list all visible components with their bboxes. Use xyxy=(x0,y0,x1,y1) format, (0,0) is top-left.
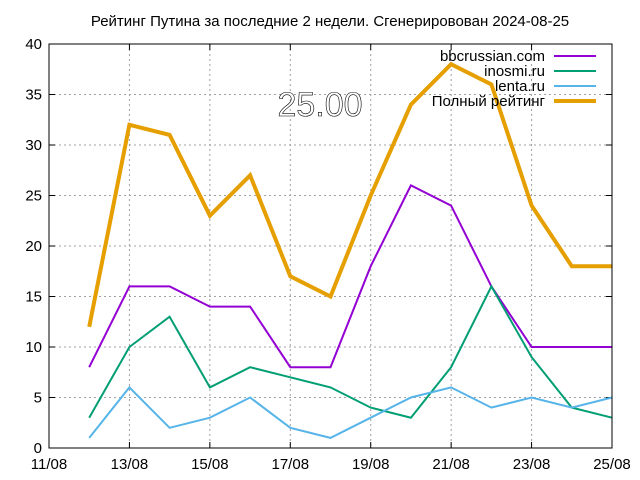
x-tick-label: 25/08 xyxy=(593,456,631,473)
x-tick-label: 15/08 xyxy=(191,456,229,473)
x-axis-ticks: 11/08 13/08 15/08 17/08 19/08 21/08 23/08 25/08 xyxy=(31,44,631,473)
series-line-lenta-ru xyxy=(88,385,613,439)
x-tick-label: 13/08 xyxy=(111,456,149,473)
y-tick-label: 35 xyxy=(25,87,42,104)
y-tick-label: 15 xyxy=(25,289,42,306)
y-tick-label: 10 xyxy=(25,339,42,356)
series-lines xyxy=(87,61,613,439)
series-line-inosmi-ru xyxy=(88,284,613,419)
y-tick-label: 20 xyxy=(25,238,42,255)
y-tick-label: 30 xyxy=(25,137,42,154)
legend-label: inosmi.ru xyxy=(484,63,545,80)
plot-frame xyxy=(48,43,613,449)
x-tick-label: 21/08 xyxy=(432,456,470,473)
legend-label: lenta.ru xyxy=(495,78,545,95)
legend-label: bbcrussian.com xyxy=(440,48,545,65)
y-tick-label: 25 xyxy=(25,188,42,205)
x-tick-label: 11/08 xyxy=(31,456,67,473)
x-tick-label: 19/08 xyxy=(352,456,390,473)
legend-label: Полный рейтинг xyxy=(432,93,546,110)
series-line-full-rating xyxy=(87,61,612,328)
current-rating-annotation: 25.00 xyxy=(277,86,362,124)
y-tick-label: 0 xyxy=(34,440,42,457)
series-line-bbcrussian-com xyxy=(88,184,612,369)
y-axis-ticks: 0 5 10 15 20 25 30 35 40 xyxy=(25,36,612,457)
chart-title: Рейтинг Путина за последние 2 недели. Сг… xyxy=(91,13,569,30)
x-tick-label: 17/08 xyxy=(272,456,310,473)
y-tick-label: 5 xyxy=(34,390,42,407)
x-tick-label: 23/08 xyxy=(513,456,551,473)
y-tick-label: 40 xyxy=(25,36,42,53)
